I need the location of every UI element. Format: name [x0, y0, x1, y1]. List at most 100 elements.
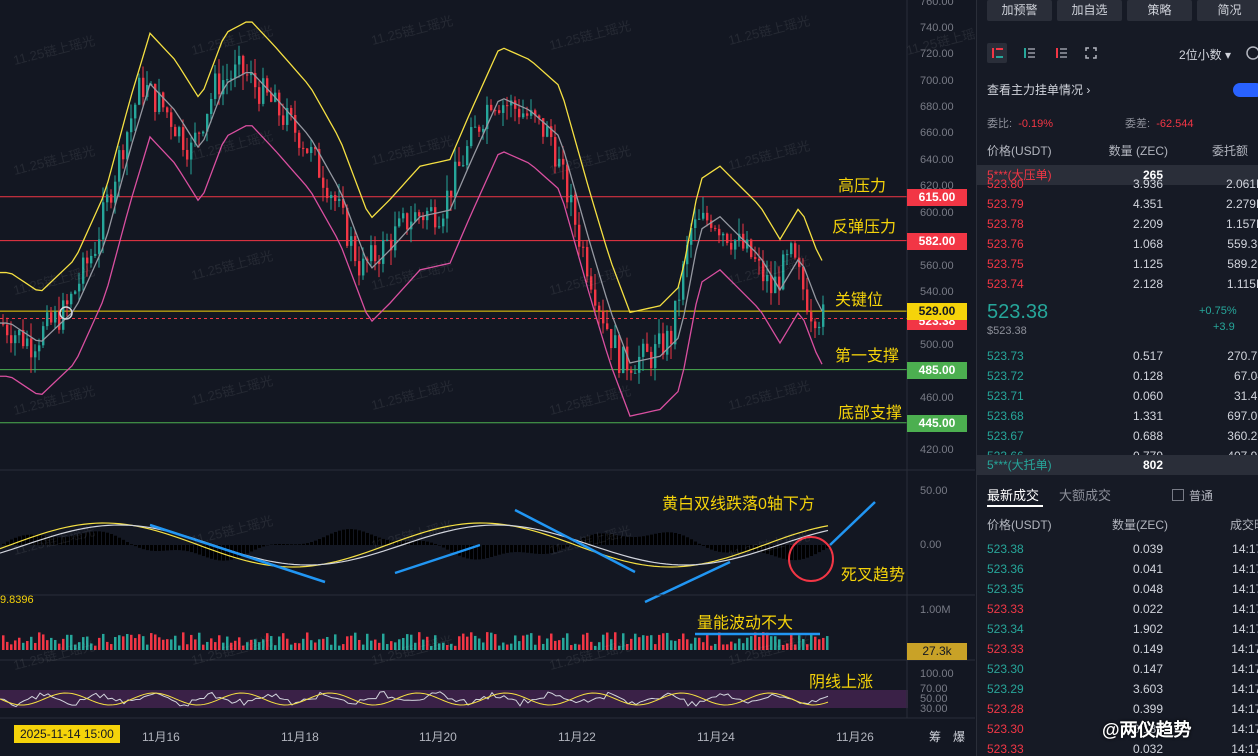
macd-bar — [582, 537, 585, 545]
order-row[interactable]: 523.71 0.060 31.42 — [987, 386, 1258, 406]
more-options-icon[interactable] — [1245, 43, 1258, 63]
order-row[interactable]: 523.80 3.936 2.061K — [987, 174, 1258, 194]
overview-button[interactable]: 简况 — [1197, 0, 1258, 21]
candle-body — [646, 343, 649, 352]
trade-row[interactable]: 523.29 3.603 14:17:10 — [987, 679, 1258, 699]
candle-body — [514, 100, 517, 109]
candle-body — [390, 239, 393, 251]
volume-bar — [766, 632, 769, 650]
candle-body — [182, 127, 185, 150]
candle-body — [538, 115, 541, 119]
candle-body — [310, 146, 313, 153]
order-book-link[interactable]: 查看主力挂单情况 › — [987, 83, 1091, 97]
volume-bar — [374, 639, 377, 650]
volume-bar — [802, 639, 805, 650]
order-book-toggle[interactable] — [1233, 83, 1258, 97]
precision-select[interactable]: 2位小数 ▾ — [1179, 48, 1232, 62]
candle-body — [454, 161, 457, 198]
trade-row[interactable]: 523.34 1.902 14:17:11 — [987, 619, 1258, 639]
tab-large-trades[interactable]: 大额成交 — [1059, 488, 1112, 503]
volume-bar — [58, 643, 61, 650]
candle-body — [402, 213, 405, 219]
order-total: 31.42 — [1233, 389, 1258, 403]
macd-bar — [170, 545, 173, 551]
expand-icon[interactable] — [1081, 43, 1101, 63]
big-bid-row[interactable] — [977, 455, 1258, 475]
order-row[interactable]: 523.68 1.331 697.02 — [987, 406, 1258, 426]
volume-bar — [518, 641, 521, 650]
candle-body — [638, 356, 641, 373]
candle-body — [262, 78, 265, 104]
volume-bar — [794, 644, 797, 650]
candle-body — [154, 83, 157, 112]
trade-row[interactable]: 523.38 0.039 14:17:11 — [987, 539, 1258, 559]
depth-asks-icon[interactable] — [1051, 43, 1071, 63]
macd-bar — [134, 545, 137, 547]
order-row[interactable]: 523.72 0.128 67.04 — [987, 366, 1258, 386]
volume-bar — [698, 637, 701, 650]
volume-bar — [102, 633, 105, 650]
order-row[interactable]: 523.73 0.517 270.77 — [987, 346, 1258, 366]
volume-bar — [6, 641, 9, 650]
volume-bar — [70, 634, 73, 650]
strategy-button[interactable]: 策略 — [1127, 0, 1192, 21]
macd-bar — [298, 544, 301, 545]
order-row[interactable]: 523.74 2.128 1.115K — [987, 274, 1258, 294]
trade-row[interactable]: 523.33 0.022 14:17:11 — [987, 599, 1258, 619]
trade-row[interactable]: 523.30 0.189 14:17:09 — [987, 719, 1258, 739]
volume-bar — [130, 634, 133, 650]
tab-latest-trades[interactable]: 最新成交 — [987, 488, 1040, 503]
candle-body — [118, 150, 121, 182]
add-alert-button[interactable]: 加预警 — [987, 0, 1052, 21]
candle-body — [418, 212, 421, 217]
macd-bar — [158, 545, 161, 551]
big-ask-row[interactable] — [977, 165, 1258, 185]
depth-bids-icon[interactable] — [1019, 43, 1039, 63]
candle-body — [558, 158, 561, 167]
panel-divider[interactable] — [976, 0, 977, 756]
candle-body — [674, 300, 677, 345]
price-chart-canvas[interactable] — [0, 0, 975, 756]
order-row[interactable]: 523.78 2.209 1.157K — [987, 214, 1258, 234]
corner-label-1[interactable]: 筹 — [929, 730, 942, 744]
macd-bar — [534, 545, 537, 554]
volume-bar — [134, 638, 137, 650]
chart-area[interactable]: 11.25链上瑶光 11.25链上瑶光 11.25链上瑶光 11.25链上瑶光 11.2… — [0, 0, 975, 756]
volume-bar — [790, 633, 793, 650]
macd-bar — [274, 544, 277, 545]
candle-body — [562, 158, 565, 165]
trade-row[interactable]: 523.30 0.147 14:17:10 — [987, 659, 1258, 679]
candle-body — [466, 146, 469, 166]
depth-both-icon[interactable] — [987, 43, 1007, 63]
corner-label-2[interactable]: 爆 — [953, 730, 966, 744]
death-cross-circle — [788, 536, 834, 582]
rsi-line — [0, 690, 829, 708]
candle-body — [246, 74, 249, 76]
order-row[interactable]: 523.67 0.688 360.28 — [987, 426, 1258, 446]
candle-body — [14, 335, 17, 344]
x-label-1: 11月16 — [142, 730, 180, 744]
volume-bar — [98, 637, 101, 650]
trade-row[interactable]: 523.28 0.399 14:17:09 — [987, 699, 1258, 719]
macd-bar — [6, 541, 9, 545]
candle-body — [622, 346, 625, 373]
normal-checkbox[interactable] — [1172, 489, 1184, 501]
candle-body — [330, 195, 333, 199]
macd-bar — [590, 534, 593, 545]
volume-bar — [278, 636, 281, 650]
macd-bar — [522, 545, 525, 553]
candle-body — [394, 226, 397, 251]
trade-row[interactable]: 523.33 0.032 14:17:08 — [987, 739, 1258, 756]
order-row[interactable]: 523.79 4.351 2.279K — [987, 194, 1258, 214]
add-watchlist-button[interactable]: 加自选 — [1057, 0, 1122, 21]
candle-body — [142, 77, 145, 97]
order-row[interactable]: 523.76 1.068 559.38 — [987, 234, 1258, 254]
trade-row[interactable]: 523.35 0.048 14:17:11 — [987, 579, 1258, 599]
trade-row[interactable]: 523.36 0.041 14:17:11 — [987, 559, 1258, 579]
trade-row[interactable]: 523.33 0.149 14:17:10 — [987, 639, 1258, 659]
volume-bar — [762, 632, 765, 650]
candle-body — [6, 324, 9, 336]
candle-body — [586, 247, 589, 277]
macd-bar — [374, 536, 377, 545]
order-row[interactable]: 523.75 1.125 589.22 — [987, 254, 1258, 274]
